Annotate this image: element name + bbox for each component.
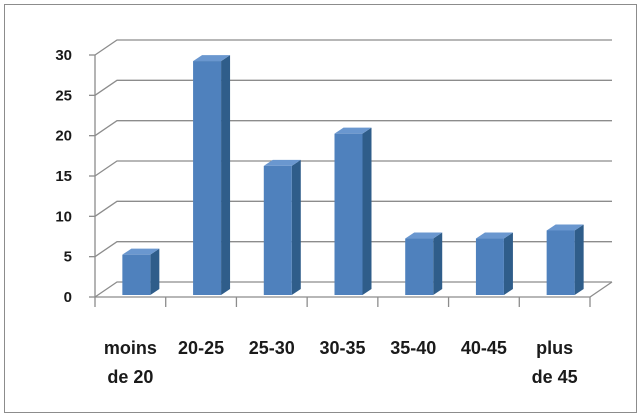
bar [405,232,443,295]
bar-top [475,232,513,239]
bar-front [263,165,292,295]
y-tick-label: 25 [55,87,72,104]
gridlines [94,39,612,298]
bar-top [122,248,160,255]
bar-front [122,254,151,295]
bar-side [362,127,372,296]
gridline [94,281,612,298]
bars [122,55,584,296]
x-category-label: 30-35 [319,338,365,358]
x-category-labels: moins de 20 20-25 25-30 30-35 35-40 40-45 plus d… [104,338,578,387]
bar-top [334,127,372,134]
x-category-label: 40-45 [461,338,507,358]
bar [193,55,231,295]
x-category-label: de 45 [532,367,578,387]
x-category-label: de 20 [107,367,153,387]
bar-side [221,55,231,295]
chart-frame [4,4,637,413]
gridline [94,160,612,177]
bar [546,224,584,295]
bar-front [334,133,363,295]
gridline [94,79,612,96]
bar-front [193,61,222,295]
bar-side [574,224,584,295]
bar-side [150,248,160,295]
x-category-label: 20-25 [178,338,224,358]
gridline [94,39,612,56]
axes [89,54,613,307]
bar-top [405,232,443,239]
bar-side [291,159,301,295]
y-tick-label: 15 [55,168,72,185]
x-category-label: 35-40 [390,338,436,358]
bar-front [405,238,434,295]
y-tick-label: 30 [55,47,72,64]
y-tick-label: 20 [55,128,72,145]
y-tick-labels: 0 5 10 15 20 25 30 [55,47,72,306]
bar [263,159,301,295]
y-tick-label: 10 [55,208,72,225]
bar [334,127,372,296]
bar-side [503,232,513,295]
gridline [94,120,612,137]
x-category-label: 25-30 [249,338,295,358]
bar-top [546,224,584,231]
y-tick-label: 5 [64,249,72,266]
bar-front [546,230,575,295]
x-category-label: plus [536,338,573,358]
bar [475,232,513,295]
x-category-label: moins [104,338,157,358]
bar-side [433,232,443,295]
gridline [94,241,612,258]
bar-top [193,55,231,62]
bar [122,248,160,295]
bar-front [475,238,504,295]
y-tick-label: 0 [64,289,72,306]
bar-top [263,159,301,166]
gridline [94,200,612,217]
